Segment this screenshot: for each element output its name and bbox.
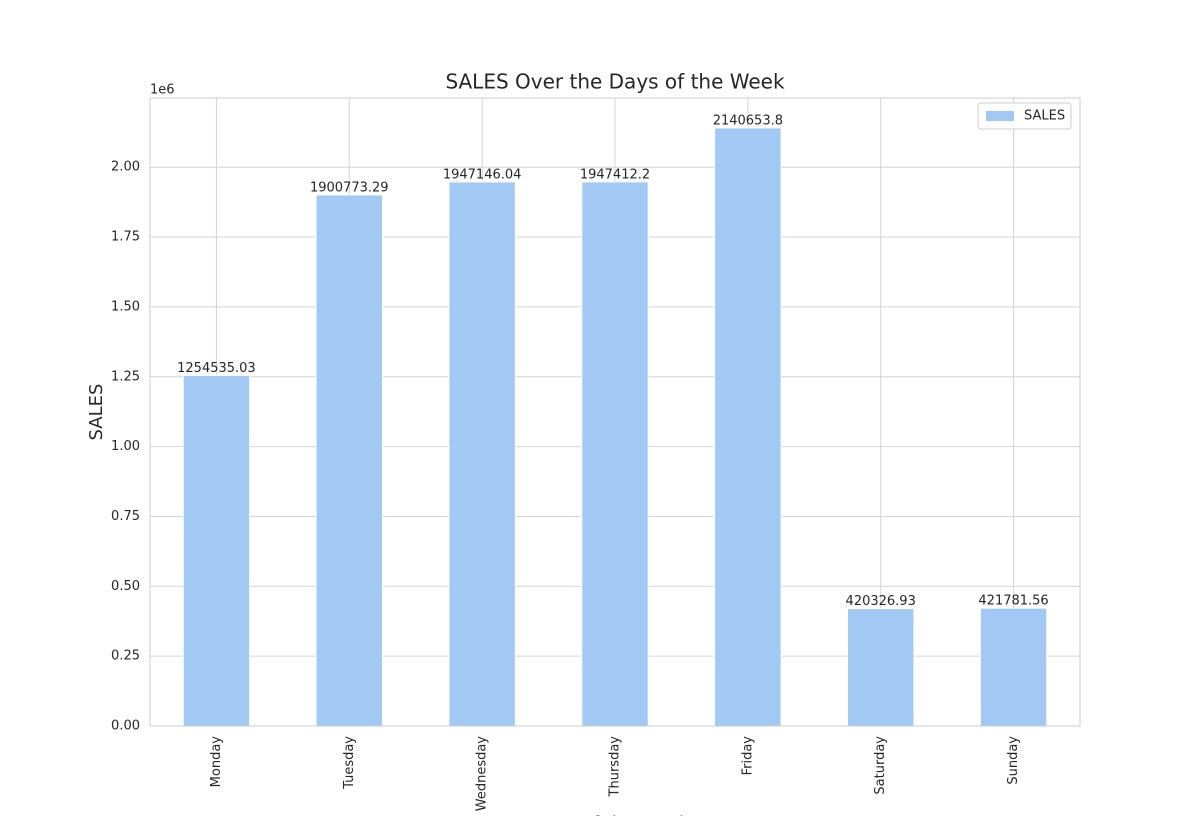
data-label: 421781.56 [978, 594, 1048, 609]
legend-swatch [986, 111, 1014, 121]
y-offset-label: 1e6 [150, 83, 175, 98]
data-label: 1254535.03 [177, 361, 256, 376]
x-tick-label: Thursday [608, 736, 623, 798]
x-tick-label: Sunday [1006, 736, 1021, 785]
data-label: 420326.93 [846, 594, 916, 609]
data-label: 1900773.29 [310, 180, 389, 195]
legend-label: SALES [1024, 109, 1065, 124]
x-tick-label: Wednesday [475, 736, 490, 812]
x-tick-label: Saturday [873, 736, 888, 795]
y-tick-label: 1.00 [111, 439, 140, 454]
y-tick-label: 1.75 [111, 230, 140, 245]
bar [581, 181, 649, 727]
chart-title: SALES Over the Days of the Week [445, 70, 785, 94]
y-axis-label: SALES [86, 384, 107, 441]
y-tick-label: 1.25 [111, 369, 140, 384]
x-tick-label: Friday [740, 736, 755, 776]
x-tick-label: Tuesday [342, 736, 357, 790]
y-tick-label: 2.00 [111, 160, 140, 175]
data-label: 1947412.2 [580, 167, 650, 182]
bar [448, 181, 516, 727]
y-tick-label: 0.75 [111, 509, 140, 524]
y-tick-label: 0.25 [111, 649, 140, 664]
bar [979, 607, 1048, 727]
bar [182, 374, 251, 727]
y-tick-label: 1.50 [111, 299, 140, 314]
y-tick-label: 0.00 [111, 719, 140, 734]
data-label: 1947146.04 [443, 167, 522, 182]
bar [847, 608, 915, 727]
x-tick-label: Monday [209, 736, 224, 788]
y-tick-label: 0.50 [111, 579, 140, 594]
plot-frame [149, 97, 1081, 727]
data-label: 2140653.8 [713, 113, 783, 128]
bar [714, 127, 782, 727]
bar [315, 194, 384, 727]
legend-box [977, 102, 1072, 130]
